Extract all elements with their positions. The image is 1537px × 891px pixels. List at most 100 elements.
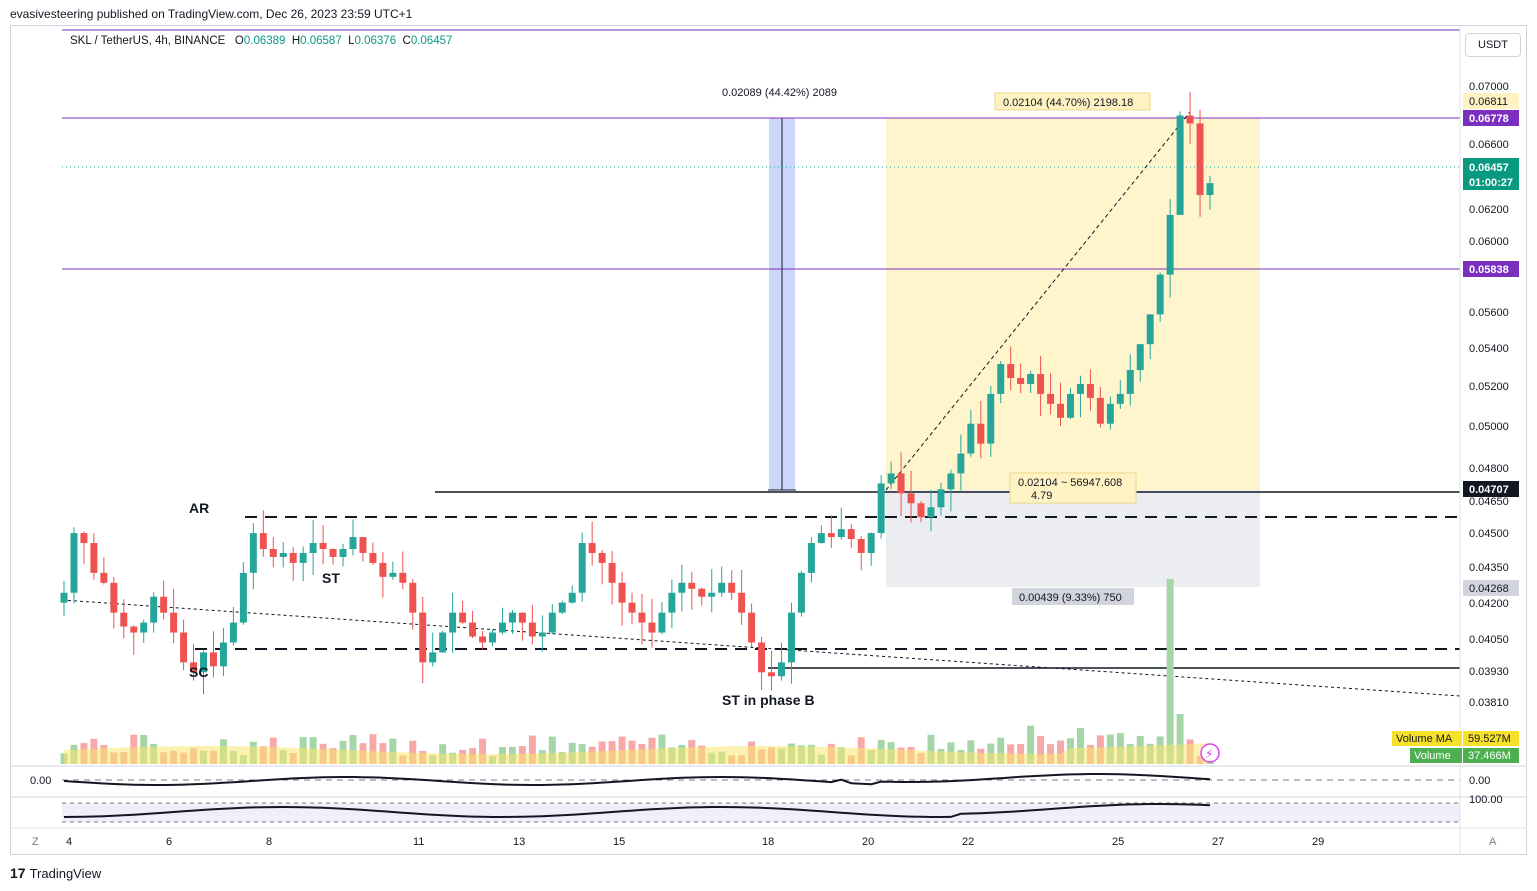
volume-bar: [967, 740, 975, 764]
date-29: 29: [1312, 836, 1324, 848]
tag-04707-bg: [1463, 481, 1519, 497]
tick-04350: 0.04350: [1469, 562, 1509, 574]
tradingview-logo[interactable]: 17 TradingView: [10, 865, 101, 881]
tick-04050: 0.04050: [1469, 634, 1509, 646]
low-label: L: [348, 35, 355, 47]
candle-body: [1066, 393, 1074, 418]
candle-body: [797, 572, 805, 613]
date-18: 18: [762, 836, 774, 848]
candle-body: [947, 473, 955, 490]
vol-value-bg: [1463, 748, 1519, 763]
close-value: 0.06457: [410, 35, 453, 47]
candle-body: [279, 552, 287, 557]
volume-bar: [1027, 725, 1035, 764]
candle-body: [917, 503, 925, 518]
candle-body: [1196, 123, 1204, 196]
tick-05200: 0.05200: [1469, 381, 1509, 393]
volume-bar: [349, 734, 357, 764]
candle-body: [1106, 403, 1114, 424]
low-value: 0.06376: [354, 35, 397, 47]
date-13: 13: [513, 836, 525, 848]
vol-ma-value: 59.527M: [1468, 733, 1511, 745]
candle-body: [578, 543, 586, 593]
candle-body: [459, 612, 467, 623]
candle-body: [299, 552, 307, 563]
vol-value: 37.466M: [1468, 750, 1511, 762]
tag-06811: 0.06811: [1469, 96, 1508, 108]
candle-body: [180, 632, 188, 663]
candle-body: [807, 543, 815, 573]
yellow-measure-box: [886, 118, 1260, 490]
candle-body: [429, 652, 437, 663]
candle-body: [688, 582, 696, 589]
candle-body: [160, 596, 168, 613]
tick-04800: 0.04800: [1469, 463, 1509, 475]
candle-body: [469, 622, 477, 637]
candle-body: [827, 533, 835, 538]
yellow-measure-label-bg: [994, 92, 1151, 111]
tag-06811-bg: [1463, 93, 1519, 109]
tick-05000: 0.05000: [1469, 421, 1509, 433]
candle-body: [1146, 314, 1154, 345]
candle-body: [728, 582, 736, 593]
candle-body: [867, 533, 875, 553]
tick-03930: 0.03930: [1469, 666, 1509, 678]
candle-body: [1206, 183, 1214, 196]
tick-06000: 0.06000: [1469, 236, 1509, 248]
lightning-icon[interactable]: [1200, 743, 1220, 763]
auto-scale-a[interactable]: A: [1489, 836, 1497, 848]
candle-body: [1027, 374, 1035, 384]
candle-body: [439, 632, 447, 653]
candle-body: [70, 533, 78, 593]
candle-body: [987, 393, 995, 444]
candle-body: [1047, 393, 1055, 404]
candle-body: [678, 582, 686, 593]
candle-body: [190, 662, 198, 673]
date-11: 11: [413, 836, 424, 848]
candle-body: [1116, 393, 1124, 404]
candle-body: [528, 622, 536, 637]
open-label: O: [234, 35, 244, 47]
candle-body: [359, 537, 367, 553]
candle-body: [1126, 370, 1134, 394]
label-sc: SC: [189, 664, 208, 680]
candle-body: [558, 602, 566, 613]
osc1-axis-label: 0.00: [1469, 775, 1490, 787]
grey-measure-box: [886, 490, 1260, 587]
tag-countdown: 01:00:27: [1469, 177, 1513, 189]
volume-bar: [997, 737, 1005, 764]
volume-bar: [1076, 728, 1084, 764]
candles: [60, 91, 1214, 695]
auto-scale-z[interactable]: Z: [32, 836, 39, 848]
vol-ma-value-bg: [1463, 731, 1519, 746]
candle-body: [518, 612, 526, 623]
candle-body: [877, 483, 885, 534]
candle-body: [847, 529, 855, 540]
date-axis: 4 6 8 11 13 15 18 20 22 25 27 29: [66, 836, 1324, 848]
candle-body: [349, 537, 357, 549]
label-st: ST: [322, 570, 340, 586]
grey-measure-label-bg: [1012, 588, 1134, 605]
yellow-diagonal: [885, 111, 1191, 491]
candle-body: [209, 652, 217, 667]
candle-body: [130, 626, 138, 633]
label-ar: AR: [189, 500, 209, 516]
date-20: 20: [862, 836, 874, 848]
candle-body: [658, 612, 666, 633]
candle-body: [399, 572, 407, 583]
volume-bar: [1166, 579, 1174, 764]
blue-measure-label: 0.02089 (44.42%) 2089: [722, 87, 837, 99]
candle-body: [239, 572, 247, 623]
currency-button[interactable]: USDT: [1465, 33, 1521, 57]
candle-body: [778, 662, 785, 677]
symbol-legend[interactable]: SKL / TetherUS, 4h, BINANCE O0.06389 H0.…: [70, 35, 452, 47]
candle-body: [498, 622, 506, 633]
tv-logo-icon: 17: [10, 865, 26, 881]
volume-ma-area: [64, 743, 1210, 764]
candle-body: [249, 533, 257, 573]
candle-body: [60, 592, 68, 603]
candle-body: [309, 543, 317, 553]
tag-04268-bg: [1463, 580, 1519, 596]
oscillator-2-line: [63, 803, 1211, 818]
